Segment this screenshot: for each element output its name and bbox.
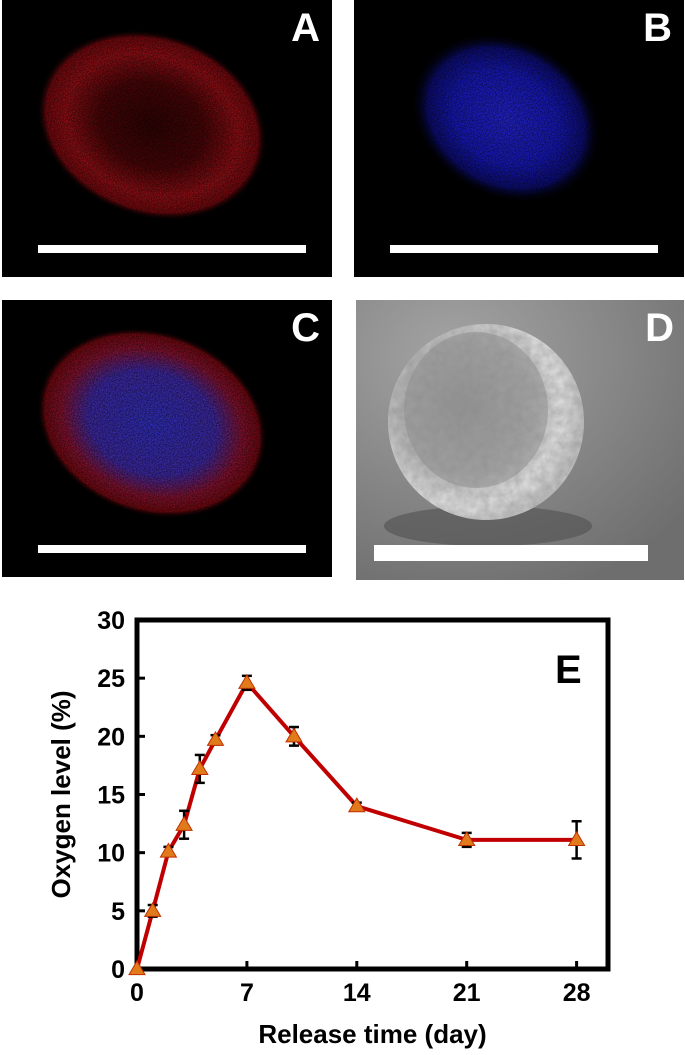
data-point <box>567 830 586 846</box>
data-point <box>347 797 366 813</box>
merged-particle <box>36 327 268 519</box>
x-tick-label: 14 <box>343 979 371 1007</box>
data-point <box>238 673 256 689</box>
data-point <box>206 730 225 746</box>
panel-c-merged-fluorescence-image: C <box>2 300 332 577</box>
sem-microsphere <box>356 300 684 580</box>
y-tick-label: 5 <box>111 898 125 926</box>
x-tick-label: 0 <box>130 979 144 1007</box>
panel-d-sem-image: D <box>356 300 684 580</box>
data-point <box>159 842 178 858</box>
y-tick-label: 0 <box>111 956 125 984</box>
x-tick-label: 21 <box>453 979 481 1007</box>
y-tick-label: 10 <box>97 840 125 868</box>
x-axis-label: Release time (day) <box>258 1019 486 1049</box>
series-line <box>135 680 577 970</box>
y-tick-label: 15 <box>97 782 125 810</box>
panel-d-label: D <box>645 306 674 350</box>
x-tick-label: 28 <box>563 979 591 1007</box>
y-tick-label: 20 <box>97 723 125 751</box>
panel-a-fluorescence-image: A <box>2 0 332 277</box>
panel-b-scale-bar <box>390 245 658 253</box>
panel-e-label: E <box>555 648 582 692</box>
y-tick-label: 25 <box>97 665 125 693</box>
panel-c-scale-bar <box>38 545 306 553</box>
data-point <box>190 759 209 776</box>
data-point <box>143 901 162 917</box>
panel-b-fluorescence-image: B <box>354 0 684 277</box>
data-point <box>175 815 193 831</box>
data-point <box>285 727 303 743</box>
panel-c-label: C <box>291 306 320 350</box>
panel-d-scale-bar <box>374 545 648 561</box>
blue-core-particle <box>410 32 602 204</box>
data-point <box>128 960 146 976</box>
y-tick-label: 30 <box>97 607 125 635</box>
panel-b-label: B <box>643 6 672 50</box>
panel-a-label: A <box>291 6 320 50</box>
oxygen-release-chart: 0 7 14 21 28 0 5 10 15 20 25 30 E Release time (day… <box>46 607 611 1049</box>
panel-a-scale-bar <box>38 245 306 253</box>
red-ring-particle <box>36 29 268 221</box>
x-tick-label: 7 <box>240 979 254 1007</box>
plot-frame <box>134 617 611 972</box>
y-axis-label: Oxygen level (%) <box>46 690 76 898</box>
data-point <box>457 830 476 846</box>
